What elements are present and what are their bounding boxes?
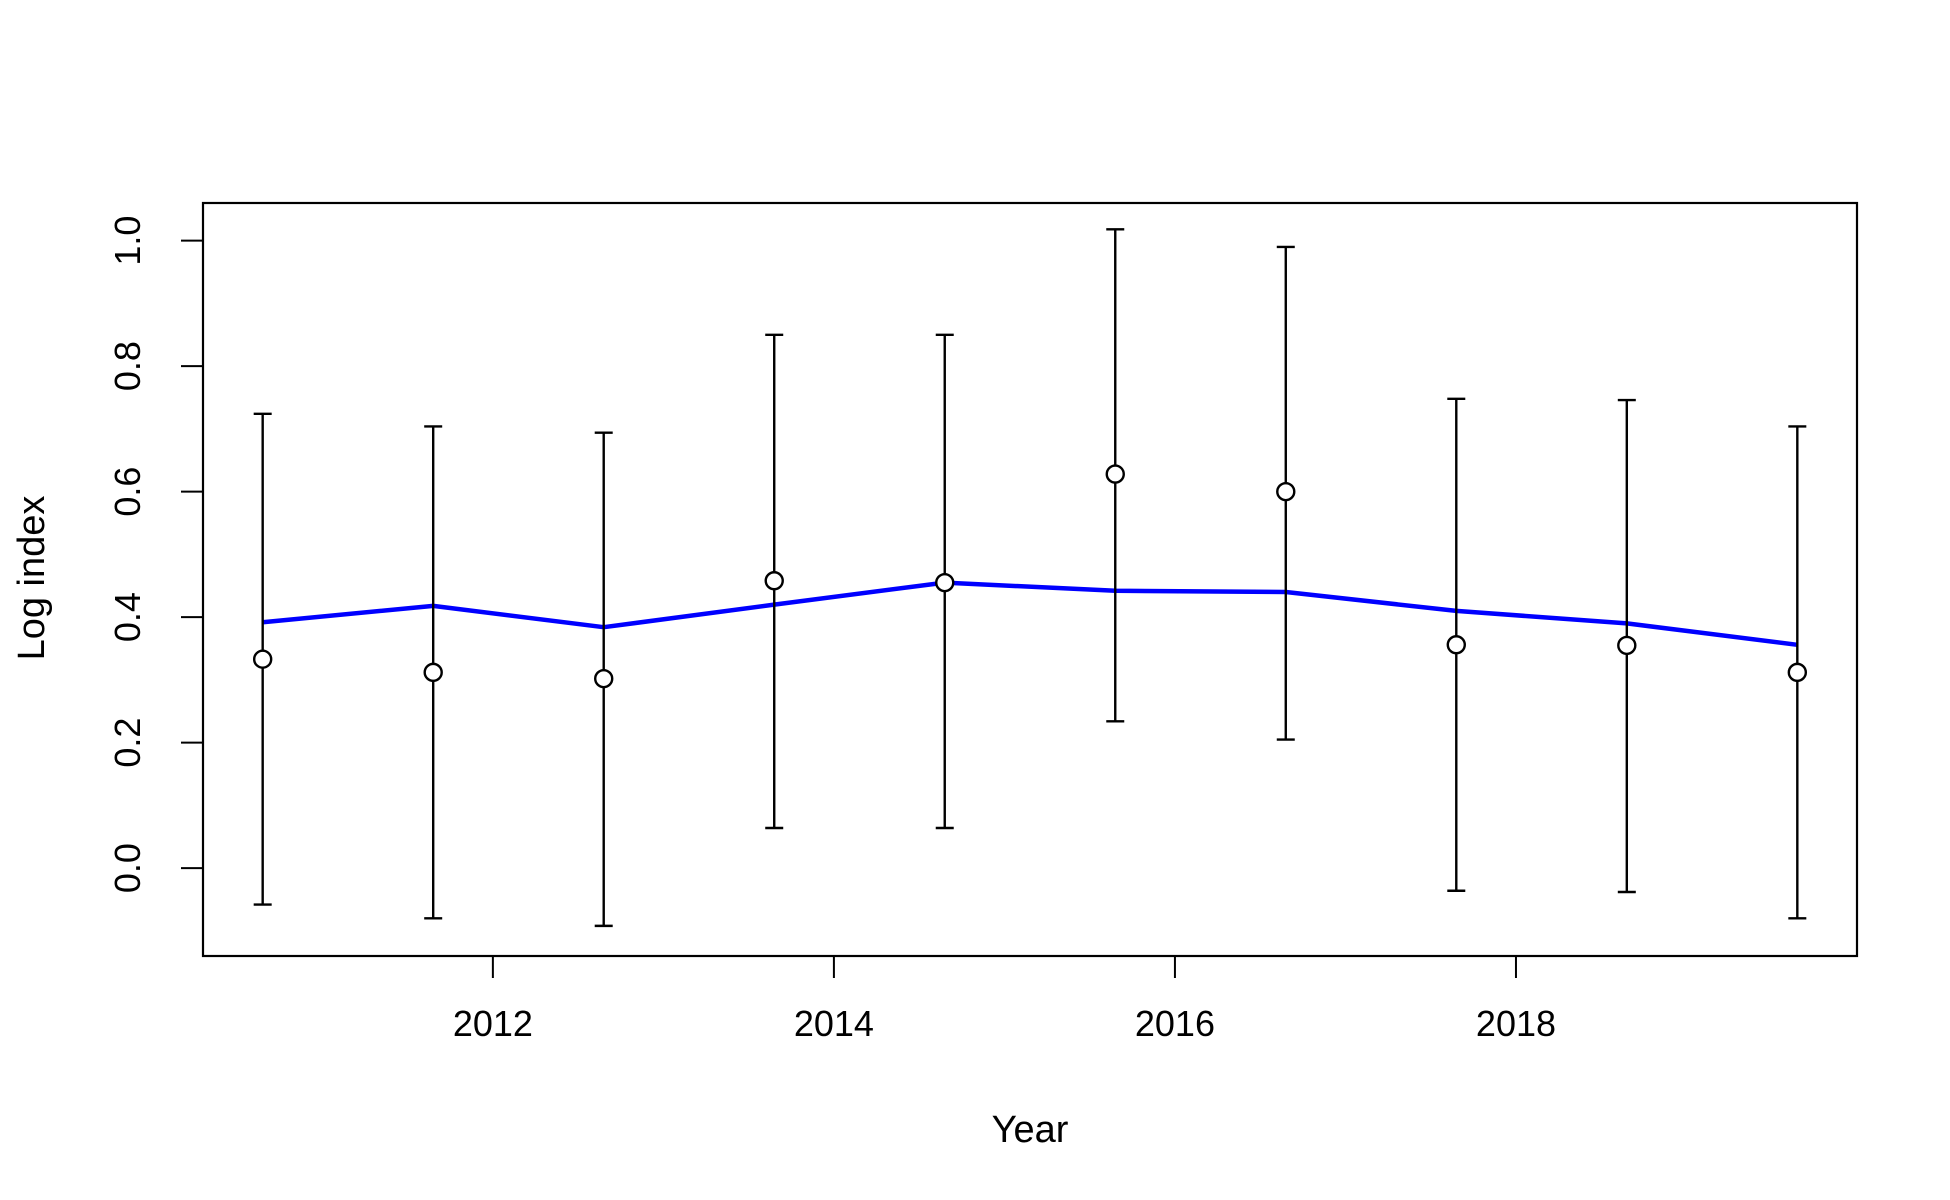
y-tick-label-4: 0.8: [107, 341, 148, 391]
y-axis: 0.0 0.2 0.4 0.6 0.8 1.0: [107, 216, 203, 893]
x-tick-label-3: 2018: [1476, 1003, 1556, 1044]
data-point-7: [1446, 635, 1466, 655]
data-point-3: [764, 571, 784, 591]
y-tick-label-0: 0.0: [107, 843, 148, 893]
data-point-5: [1105, 464, 1125, 484]
data-point-1: [423, 662, 443, 683]
y-tick-label-5: 1.0: [107, 216, 148, 266]
y-tick-label-3: 0.6: [107, 467, 148, 517]
data-point-6: [1276, 481, 1296, 502]
x-axis: 2012 2014 2016 2018: [453, 956, 1556, 1044]
data-point-0: [252, 649, 273, 669]
fitted-series: [262, 580, 1798, 648]
plot-frame: [201, 201, 1859, 958]
y-tick-label-1: 0.2: [107, 718, 148, 768]
y-axis-title: Log index: [11, 496, 53, 661]
x-tick-label-2: 2016: [1135, 1003, 1215, 1044]
x-tick-label-1: 2014: [794, 1003, 874, 1044]
data-point-4: [935, 572, 955, 593]
x-tick-label-0: 2012: [453, 1003, 533, 1044]
y-tick-label-2: 0.4: [107, 592, 148, 642]
x-axis-title: Year: [992, 1109, 1069, 1151]
data-point-2: [594, 668, 614, 689]
observed-series: [252, 228, 1808, 928]
fitted-line: [262, 580, 1798, 648]
data-point-8: [1617, 635, 1637, 656]
data-point-9: [1787, 662, 1808, 683]
